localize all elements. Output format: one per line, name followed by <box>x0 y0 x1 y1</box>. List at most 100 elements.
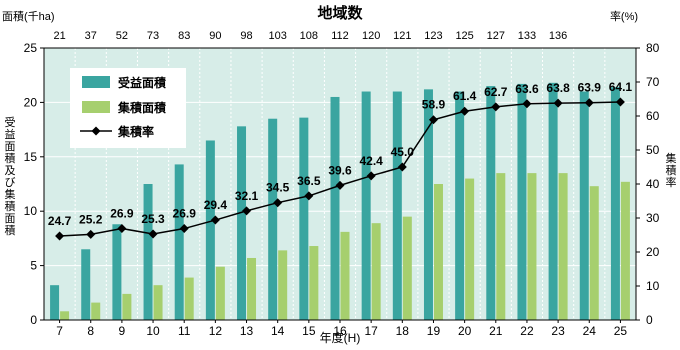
bar-accumulated-area <box>433 184 443 320</box>
x-tick-label: 8 <box>87 324 94 338</box>
right-tick-label: 60 <box>646 109 660 123</box>
left-tick-label: 0 <box>30 313 37 327</box>
x-tick-label: 17 <box>364 324 378 338</box>
bar-accumulated-area <box>620 181 630 320</box>
rate-point <box>179 224 189 234</box>
left-tick-label: 5 <box>30 259 37 273</box>
rate-data-label: 63.9 <box>578 81 602 95</box>
rate-data-label: 63.8 <box>546 81 570 95</box>
bar-accumulated-area <box>122 293 132 320</box>
rate-data-label: 25.2 <box>79 212 103 226</box>
legend-label-rate: 集積率 <box>117 124 154 139</box>
right-tick-label: 30 <box>646 211 660 225</box>
bar-accumulated-area <box>309 246 319 320</box>
bar-accumulated-area <box>91 302 101 320</box>
region-count-label: 120 <box>362 30 380 42</box>
x-tick-label: 9 <box>119 324 126 338</box>
right-tick-label: 10 <box>646 279 660 293</box>
x-tick-label: 14 <box>271 324 285 338</box>
region-count-label: 73 <box>147 30 159 42</box>
bar-benefit-area <box>50 285 60 320</box>
bar-benefit-area <box>392 91 402 321</box>
x-tick-label: 11 <box>178 324 191 338</box>
rate-point <box>335 180 345 190</box>
x-tick-label: 23 <box>551 324 565 338</box>
rate-point <box>242 206 252 216</box>
rate-point <box>553 98 563 108</box>
bar-benefit-area <box>299 117 309 321</box>
bar-accumulated-area <box>558 173 568 320</box>
left-tick-label: 20 <box>24 95 38 109</box>
region-count-label: 103 <box>269 30 287 42</box>
region-count-label: 21 <box>53 30 65 42</box>
x-tick-label: 20 <box>458 324 472 338</box>
bar-benefit-area <box>517 83 527 321</box>
bar-benefit-area <box>205 140 215 320</box>
rate-data-label: 39.6 <box>328 163 352 177</box>
bar-accumulated-area <box>60 311 70 320</box>
region-count-label: 127 <box>487 30 505 42</box>
left-tick-label: 15 <box>24 150 38 164</box>
bar-benefit-area <box>579 91 589 321</box>
rate-data-label: 61.4 <box>453 89 477 103</box>
rate-point <box>366 171 376 181</box>
right-unit-label: 率(%) <box>610 9 638 23</box>
bar-accumulated-area <box>153 285 163 320</box>
rate-data-label: 63.6 <box>515 82 539 96</box>
chart-title: 地域数 <box>317 4 363 22</box>
rate-point <box>397 162 407 172</box>
bar-benefit-area <box>268 118 278 320</box>
rate-data-label: 34.5 <box>266 181 290 195</box>
rate-data-label: 32.1 <box>235 189 259 203</box>
rate-point <box>491 102 501 112</box>
region-count-label: 112 <box>331 30 349 42</box>
rate-data-label: 26.9 <box>110 207 134 221</box>
left-tick-label: 25 <box>24 41 38 55</box>
bar-accumulated-area <box>496 173 506 320</box>
region-count-label: 90 <box>209 30 221 42</box>
bar-benefit-area <box>610 87 620 320</box>
bar-accumulated-area <box>340 231 350 320</box>
rate-point <box>117 224 127 234</box>
x-tick-label: 25 <box>614 324 628 338</box>
bar-accumulated-area <box>527 173 537 320</box>
region-count-label: 83 <box>178 30 190 42</box>
legend-swatch-benefit <box>82 76 110 88</box>
rate-point <box>55 231 65 241</box>
bar-benefit-area <box>81 249 91 320</box>
rate-point <box>148 229 158 239</box>
legend-label-accumulated: 集積面積 <box>117 100 167 115</box>
bar-benefit-area <box>112 224 122 320</box>
region-count-label: 123 <box>424 30 442 42</box>
x-tick-label: 10 <box>146 324 160 338</box>
legend-marker-rate <box>91 126 101 136</box>
rate-point <box>273 198 283 208</box>
x-tick-label: 12 <box>209 324 223 338</box>
left-unit-label: 面積(千ha) <box>2 9 55 23</box>
x-tick-label: 22 <box>520 324 534 338</box>
x-tick-label: 16 <box>333 324 347 338</box>
bar-benefit-area <box>455 91 465 321</box>
right-tick-label: 20 <box>646 245 660 259</box>
bar-accumulated-area <box>589 186 599 320</box>
rate-data-label: 24.7 <box>48 214 72 228</box>
right-tick-label: 70 <box>646 75 660 89</box>
x-tick-label: 24 <box>583 324 597 338</box>
legend-label-benefit: 受益面積 <box>118 75 167 90</box>
rate-data-label: 58.9 <box>422 98 446 112</box>
bar-benefit-area <box>361 91 371 321</box>
rate-data-label: 26.9 <box>173 207 197 221</box>
bar-benefit-area <box>237 126 247 320</box>
rate-data-label: 62.7 <box>484 85 508 99</box>
rate-point <box>522 99 532 109</box>
left-axis-title: 受益面積及び集積面積 <box>5 116 16 237</box>
rate-data-label: 64.1 <box>609 80 633 94</box>
bar-benefit-area <box>423 89 433 321</box>
x-tick-label: 13 <box>240 324 254 338</box>
rate-point <box>615 97 625 107</box>
region-count-label: 108 <box>300 30 318 42</box>
region-count-label: 125 <box>455 30 473 42</box>
bar-accumulated-area <box>184 277 194 320</box>
